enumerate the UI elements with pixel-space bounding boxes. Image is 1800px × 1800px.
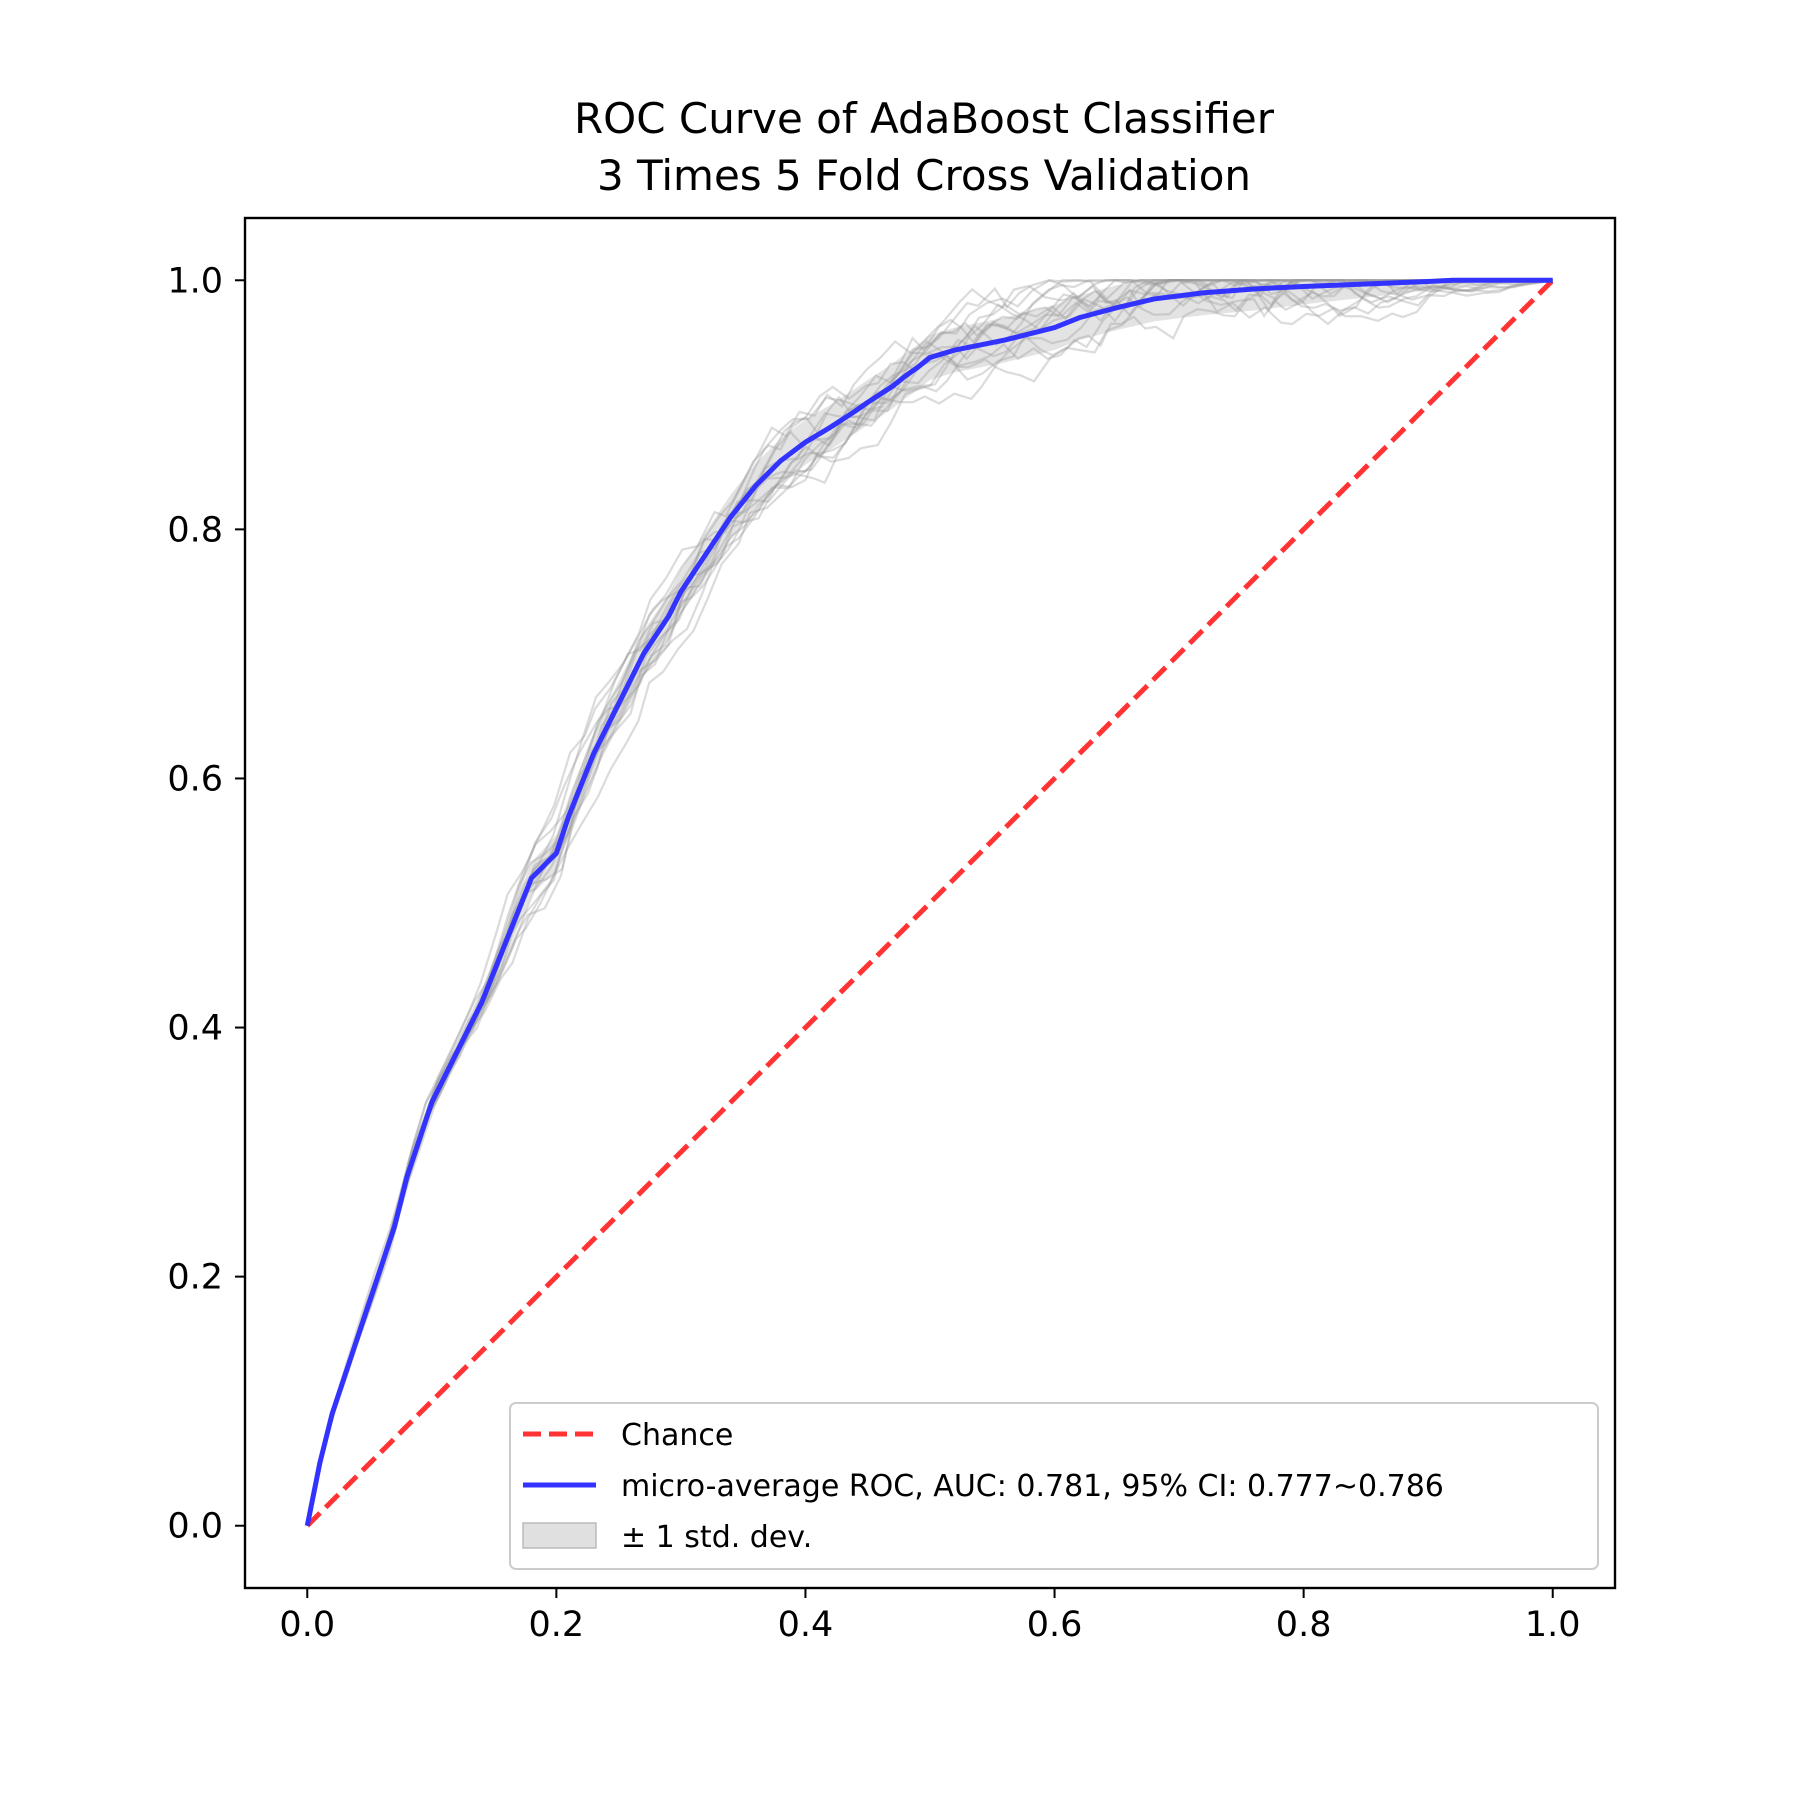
chart-title: ROC Curve of AdaBoost Classifier	[574, 94, 1275, 143]
x-tick-label: 0.0	[279, 1605, 335, 1645]
y-tick-label: 0.6	[167, 759, 223, 799]
legend-mean-label: micro-average ROC, AUC: 0.781, 95% CI: 0…	[621, 1469, 1444, 1504]
y-tick-label: 0.0	[167, 1507, 223, 1547]
x-tick-label: 0.6	[1027, 1605, 1083, 1645]
fold-roc-curve	[306, 279, 1553, 1526]
legend-band-label: ± 1 std. dev.	[621, 1520, 812, 1555]
y-tick-label: 0.8	[167, 510, 223, 550]
fold-roc-curve	[306, 278, 1553, 1526]
y-axis: 0.0 0.2 0.4 0.6 0.8 1.0	[167, 261, 245, 1547]
axes-frame	[243, 216, 1617, 1590]
fold-roc-curve	[306, 279, 1553, 1526]
y-tick-label: 0.4	[167, 1009, 223, 1049]
fold-roc-curve	[306, 279, 1553, 1526]
fold-roc-curve	[306, 278, 1553, 1526]
legend-chance-label: Chance	[621, 1418, 733, 1453]
x-tick-label: 0.4	[778, 1605, 834, 1645]
legend-band-swatch	[522, 1522, 597, 1549]
x-tick-label: 0.2	[529, 1605, 585, 1645]
y-tick-label: 1.0	[167, 261, 223, 301]
legend-box	[509, 1402, 1599, 1570]
chance-line	[305, 278, 1555, 1528]
x-tick-label: 0.8	[1276, 1605, 1332, 1645]
y-tick-label: 0.2	[167, 1258, 223, 1298]
fold-roc-curve	[306, 278, 1553, 1526]
mean-roc-curve	[304, 277, 1553, 1527]
fold-roc-curve	[306, 279, 1553, 1526]
fold-roc-curve	[306, 279, 1553, 1526]
chart-subtitle: 3 Times 5 Fold Cross Validation	[597, 151, 1251, 200]
plot-area	[304, 277, 1555, 1528]
fold-roc-curve	[306, 279, 1553, 1526]
x-axis: 0.0 0.2 0.4 0.6 0.8 1.0	[279, 1588, 1581, 1645]
legend: Chance micro-average ROC, AUC: 0.781, 95…	[509, 1402, 1599, 1570]
fold-roc-curve	[306, 279, 1553, 1526]
x-tick-label: 1.0	[1525, 1605, 1581, 1645]
